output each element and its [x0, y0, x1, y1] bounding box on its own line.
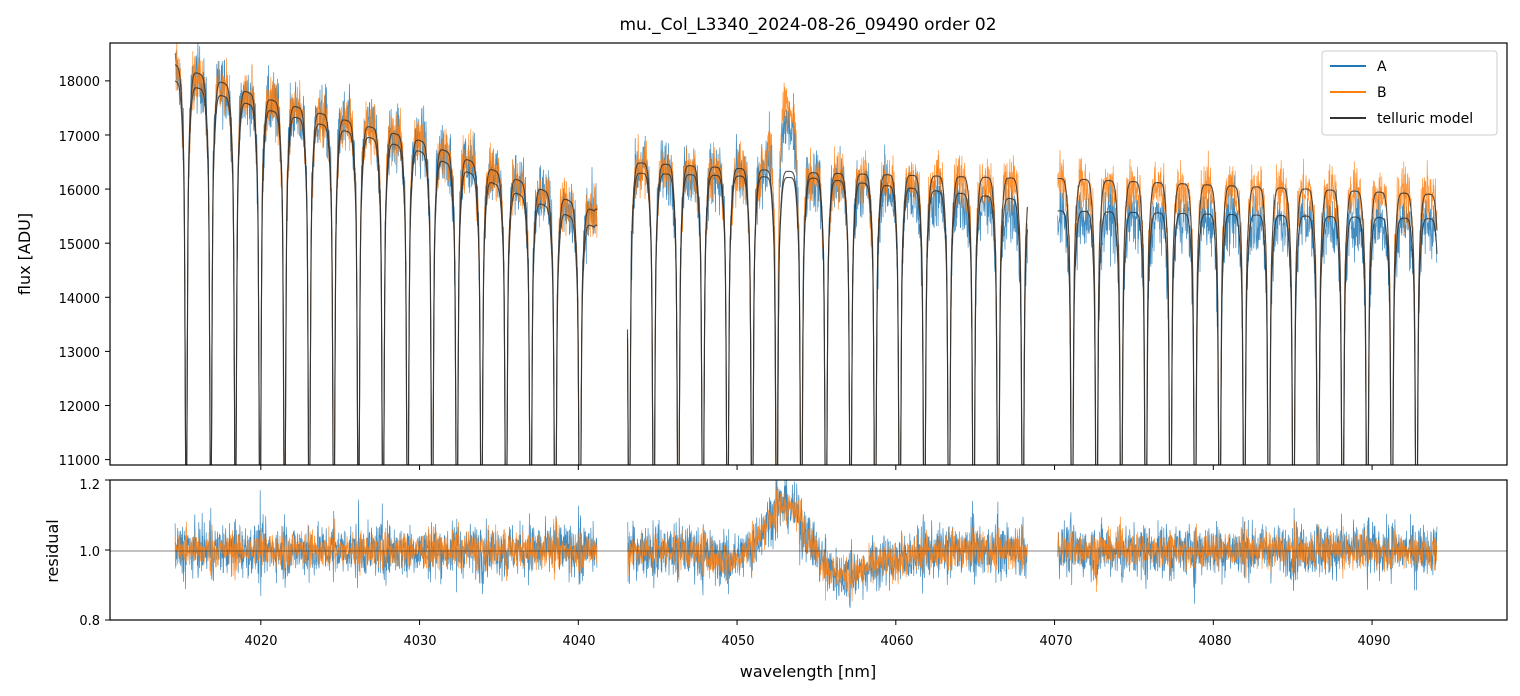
- y-tick-label: 1.0: [79, 545, 100, 560]
- residual-panel: 0.8 1.0 1.2 4020 4030 4040 4050 4060 407…: [43, 478, 1508, 681]
- main-ticks: [105, 80, 1373, 470]
- y-tick-label: 12000: [59, 400, 100, 415]
- x-tick-label: 4060: [880, 634, 913, 649]
- residual-ticks: [105, 479, 1373, 625]
- y-tick-label: 11000: [59, 454, 100, 469]
- x-tick-label: 4020: [244, 634, 277, 649]
- main-series-group: [174, 43, 1438, 465]
- y-tick-label: 14000: [59, 292, 100, 307]
- main-y-tick-labels: 11000 12000 13000 14000 15000 16000 1700…: [59, 75, 100, 469]
- main-plot-frame: [109, 42, 1508, 466]
- y-tick-label: 1.2: [79, 478, 100, 493]
- telluric-model-line-lower: [174, 80, 598, 465]
- residual-series-b-line: [174, 517, 598, 582]
- x-tick-label: 4080: [1198, 634, 1231, 649]
- y-axis-label: flux [ADU]: [15, 213, 34, 295]
- telluric-model-line: [1057, 177, 1438, 465]
- main-panel: 11000 12000 13000 14000 15000 16000 1700…: [15, 42, 1508, 470]
- telluric-model-line-lower: [1057, 210, 1438, 465]
- telluric-model-line-lower: [626, 172, 1028, 465]
- legend-box: [1321, 50, 1498, 136]
- y-tick-label: 13000: [59, 346, 100, 361]
- y-tick-label: 18000: [59, 75, 100, 90]
- y-tick-label: 15000: [59, 238, 100, 253]
- y-tick-label: 16000: [59, 184, 100, 199]
- x-tick-label: 4040: [562, 634, 595, 649]
- residual-series-a-line: [174, 490, 598, 596]
- x-tick-label: 4050: [721, 634, 754, 649]
- residual-y-axis-label: residual: [43, 519, 62, 582]
- y-tick-label: 0.8: [79, 614, 100, 629]
- y-tick-label: 17000: [59, 130, 100, 145]
- residual-series-b-line: [1057, 516, 1438, 593]
- legend-label-b: B: [1377, 85, 1387, 101]
- chart-title: mu._Col_L3340_2024-08-26_09490 order 02: [619, 15, 996, 35]
- x-axis-label: wavelength [nm]: [740, 662, 877, 681]
- x-tick-label: 4090: [1357, 634, 1390, 649]
- x-tick-label: 4030: [403, 634, 436, 649]
- x-tick-labels: 4020 4030 4040 4050 4060 4070 4080 4090: [244, 634, 1390, 649]
- legend-label-model: telluric model: [1377, 111, 1473, 127]
- residual-y-tick-labels: 0.8 1.0 1.2: [79, 478, 100, 629]
- legend-label-a: A: [1377, 59, 1387, 75]
- residual-series-group: [174, 480, 1438, 609]
- x-tick-label: 4070: [1039, 634, 1072, 649]
- legend: A B telluric model: [1321, 50, 1498, 136]
